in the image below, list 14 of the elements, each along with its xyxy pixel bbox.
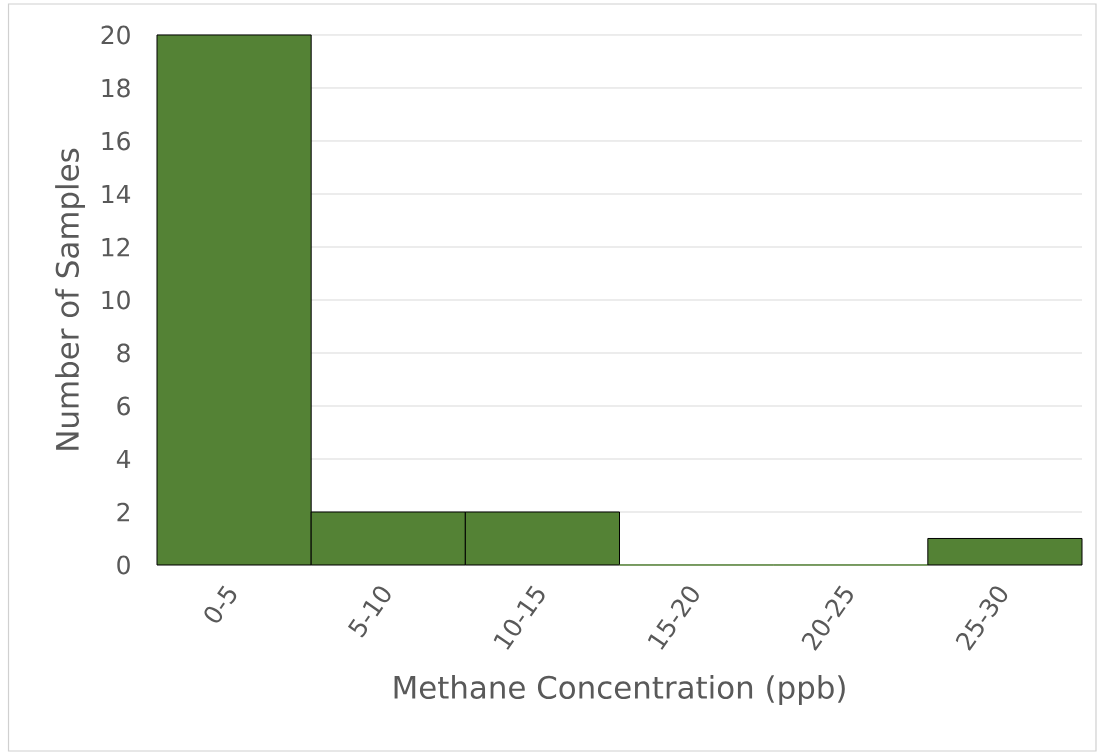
y-tick-label: 2 <box>117 502 129 522</box>
y-tick-label: 0 <box>117 555 130 575</box>
x-axis-title: Methane Concentration (ppb) <box>394 675 845 705</box>
y-tick-label: 12 <box>102 237 129 257</box>
y-tick-label: 10 <box>102 290 130 310</box>
y-tick-label: 8 <box>117 343 130 363</box>
y-tick-label: 6 <box>117 396 130 416</box>
x-tick-label: 0-5 <box>204 585 237 623</box>
y-tick-label: 16 <box>102 131 130 151</box>
y-tick-label: 4 <box>116 449 131 469</box>
y-tick-label: 20 <box>101 25 130 45</box>
y-tick-label: 18 <box>102 78 130 98</box>
y-axis-title: Number of Samples <box>55 148 86 450</box>
y-tick-label: 14 <box>102 184 131 204</box>
